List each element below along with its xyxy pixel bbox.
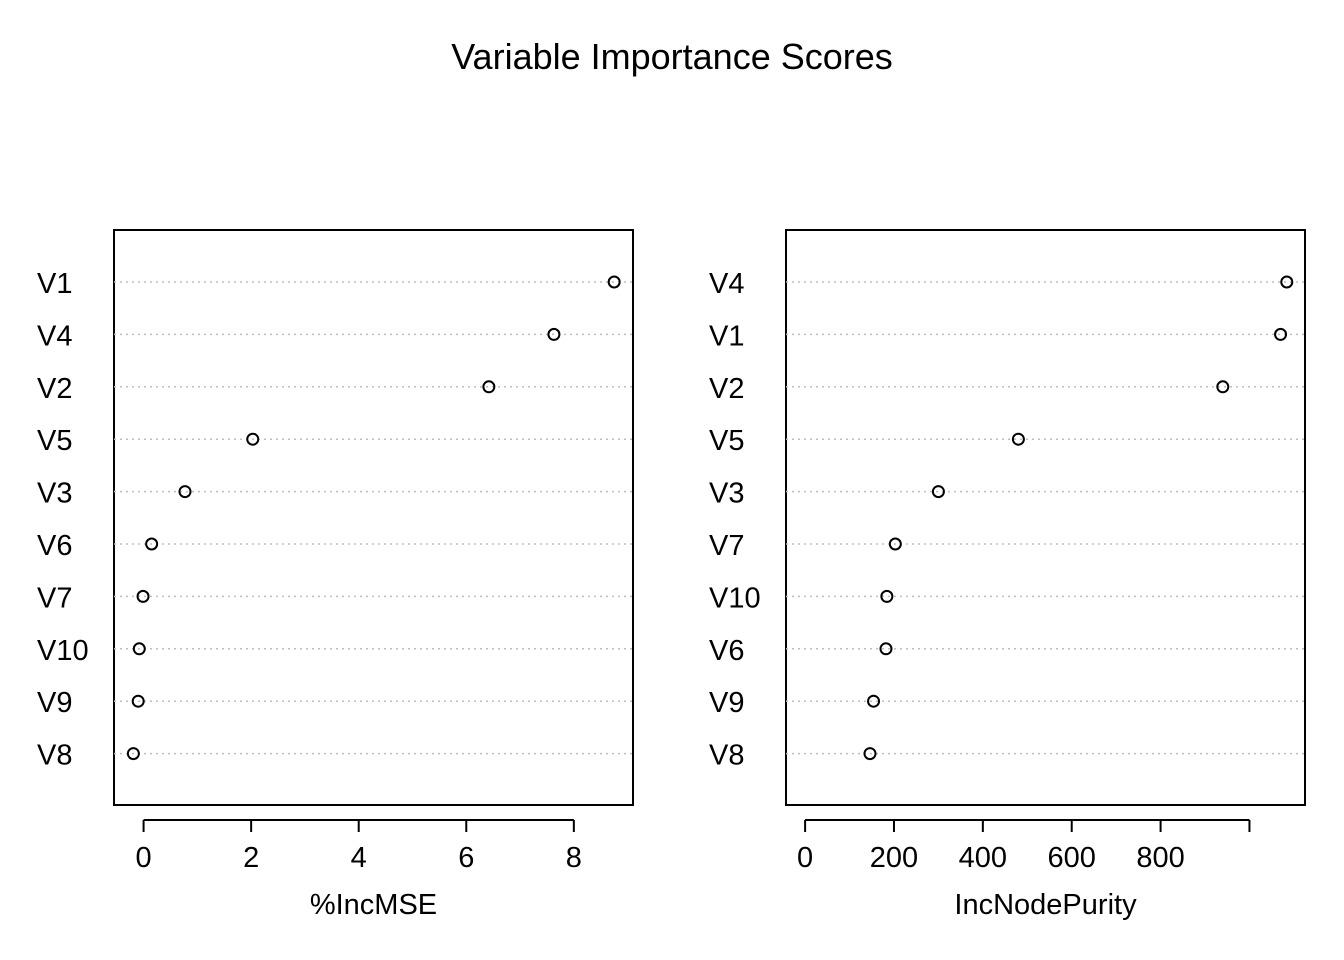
category-label: V2 (37, 373, 72, 405)
data-point (547, 327, 561, 341)
x-tick-label: 200 (870, 842, 918, 874)
category-label: V8 (37, 740, 72, 772)
category-label: V6 (709, 635, 744, 667)
category-label: V1 (37, 268, 72, 300)
data-point (131, 694, 145, 708)
category-label: V2 (709, 373, 744, 405)
category-label: V7 (709, 530, 744, 562)
x-tick-label: 800 (1136, 842, 1184, 874)
category-label: V10 (37, 635, 89, 667)
category-label: V3 (709, 478, 744, 510)
x-tick-label: 8 (566, 842, 582, 874)
category-label: V1 (709, 320, 744, 352)
category-label: V5 (37, 425, 72, 457)
x-tick-label: 0 (136, 842, 152, 874)
x-axis-label: IncNodePurity (954, 889, 1137, 921)
data-point (178, 485, 192, 499)
data-point (880, 589, 894, 603)
x-tick-label: 6 (458, 842, 474, 874)
data-point (1011, 432, 1025, 446)
x-tick-label: 0 (797, 842, 813, 874)
data-point (867, 694, 881, 708)
x-tick-label: 400 (959, 842, 1007, 874)
dotchart-incnodepurity: V4 V1 V2 V5 V3 V7 V10 V6 V9 V8 0 200 400 600 800 IncNod… (709, 229, 1306, 921)
data-point (607, 275, 621, 289)
category-label: V9 (709, 687, 744, 719)
x-tick-label: 4 (351, 842, 367, 874)
category-label: V3 (37, 478, 72, 510)
category-label: V5 (709, 425, 744, 457)
data-point (1274, 327, 1288, 341)
data-point (482, 380, 496, 394)
category-label: V9 (37, 687, 72, 719)
data-point (246, 432, 260, 446)
data-point (136, 589, 150, 603)
category-label: V8 (709, 740, 744, 772)
category-label: V6 (37, 530, 72, 562)
category-label: V10 (709, 582, 761, 614)
data-point (126, 747, 140, 761)
plot-frame (785, 229, 1306, 806)
x-tick-label: 600 (1048, 842, 1096, 874)
data-point (863, 747, 877, 761)
x-tick-label: 2 (243, 842, 259, 874)
data-point (888, 537, 902, 551)
category-label: V4 (709, 268, 744, 300)
data-point (132, 642, 146, 656)
data-point (1280, 275, 1294, 289)
dotchart-incmse: V1 V4 V2 V5 V3 V6 V7 V10 V9 V8 0 2 4 6 8 %IncMSE (37, 229, 634, 921)
x-axis-label: %IncMSE (310, 889, 437, 921)
category-label: V7 (37, 582, 72, 614)
plot-frame (113, 229, 634, 806)
figure-title: Variable Importance Scores (451, 36, 893, 77)
category-label: V4 (37, 320, 72, 352)
data-point (931, 485, 945, 499)
data-point (879, 642, 893, 656)
data-point (145, 537, 159, 551)
data-point (1216, 380, 1230, 394)
